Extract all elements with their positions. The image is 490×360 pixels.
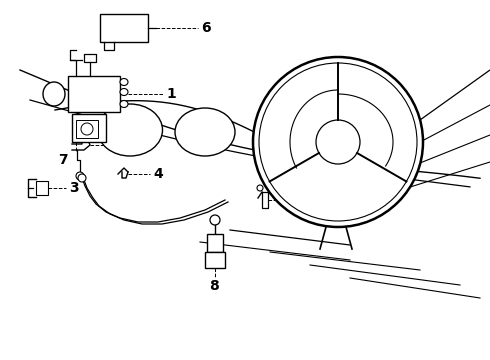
Bar xyxy=(36,181,48,195)
Text: 7: 7 xyxy=(58,153,68,167)
Bar xyxy=(76,120,98,138)
Circle shape xyxy=(78,174,86,182)
Circle shape xyxy=(259,63,417,221)
Circle shape xyxy=(76,172,84,180)
Ellipse shape xyxy=(120,78,128,86)
Text: 2: 2 xyxy=(130,138,140,152)
Text: 5: 5 xyxy=(309,193,319,207)
Ellipse shape xyxy=(98,104,163,156)
Text: 1: 1 xyxy=(166,87,176,101)
Circle shape xyxy=(253,57,423,227)
Bar xyxy=(72,114,106,142)
Ellipse shape xyxy=(175,108,235,156)
Bar xyxy=(100,14,148,42)
Text: 6: 6 xyxy=(201,21,211,35)
Bar xyxy=(68,76,120,112)
Text: 4: 4 xyxy=(153,167,163,181)
Ellipse shape xyxy=(120,89,128,95)
Circle shape xyxy=(210,215,220,225)
Bar xyxy=(207,234,223,252)
Bar xyxy=(205,252,225,268)
Ellipse shape xyxy=(43,82,65,106)
Circle shape xyxy=(257,185,263,191)
Ellipse shape xyxy=(120,100,128,108)
Circle shape xyxy=(81,123,93,135)
Text: 8: 8 xyxy=(209,279,219,293)
Circle shape xyxy=(316,120,360,164)
Text: 3: 3 xyxy=(69,181,78,195)
